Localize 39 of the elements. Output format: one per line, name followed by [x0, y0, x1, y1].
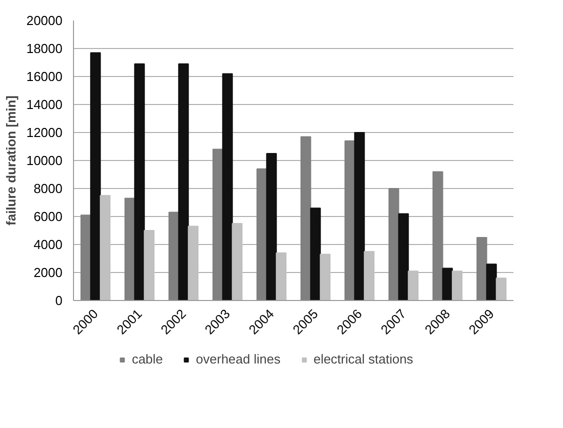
- bar: [144, 230, 155, 300]
- bar: [320, 254, 331, 300]
- bar: [178, 63, 189, 300]
- bar: [100, 195, 111, 300]
- y-axis-title: failure duration [min]: [3, 96, 18, 226]
- y-tick-label: 4000: [34, 237, 62, 252]
- bar: [408, 270, 419, 300]
- bar: [90, 52, 101, 300]
- y-tick-label: 20000: [26, 13, 63, 28]
- bar: [442, 268, 453, 300]
- legend-label: overhead lines: [196, 352, 280, 366]
- y-tick-label: 16000: [26, 69, 63, 84]
- bar: [276, 252, 287, 300]
- bar: [452, 270, 463, 300]
- bar: [266, 153, 277, 300]
- bar: [222, 73, 233, 300]
- bar: [188, 226, 199, 300]
- bar: [310, 208, 321, 300]
- bar: [398, 213, 409, 300]
- bar: [232, 223, 243, 300]
- y-tick-label: 8000: [34, 181, 62, 196]
- y-tick-label: 12000: [26, 125, 63, 140]
- legend-label: electrical stations: [313, 352, 414, 366]
- bar: [496, 278, 507, 300]
- bar: [486, 264, 497, 300]
- y-tick-label: 0: [55, 293, 63, 308]
- bar: [134, 63, 145, 300]
- bar: [300, 136, 312, 300]
- y-tick-label: 18000: [26, 41, 63, 56]
- legend-label: cable: [132, 352, 163, 366]
- y-tick-label: 10000: [26, 153, 63, 168]
- bar: [476, 237, 488, 300]
- y-tick-label: 2000: [34, 265, 62, 280]
- y-tick-label: 14000: [26, 97, 63, 112]
- bar: [432, 171, 444, 300]
- y-tick-label: 6000: [34, 209, 62, 224]
- bar: [388, 188, 400, 300]
- bar: [354, 132, 365, 300]
- bar: [364, 251, 375, 300]
